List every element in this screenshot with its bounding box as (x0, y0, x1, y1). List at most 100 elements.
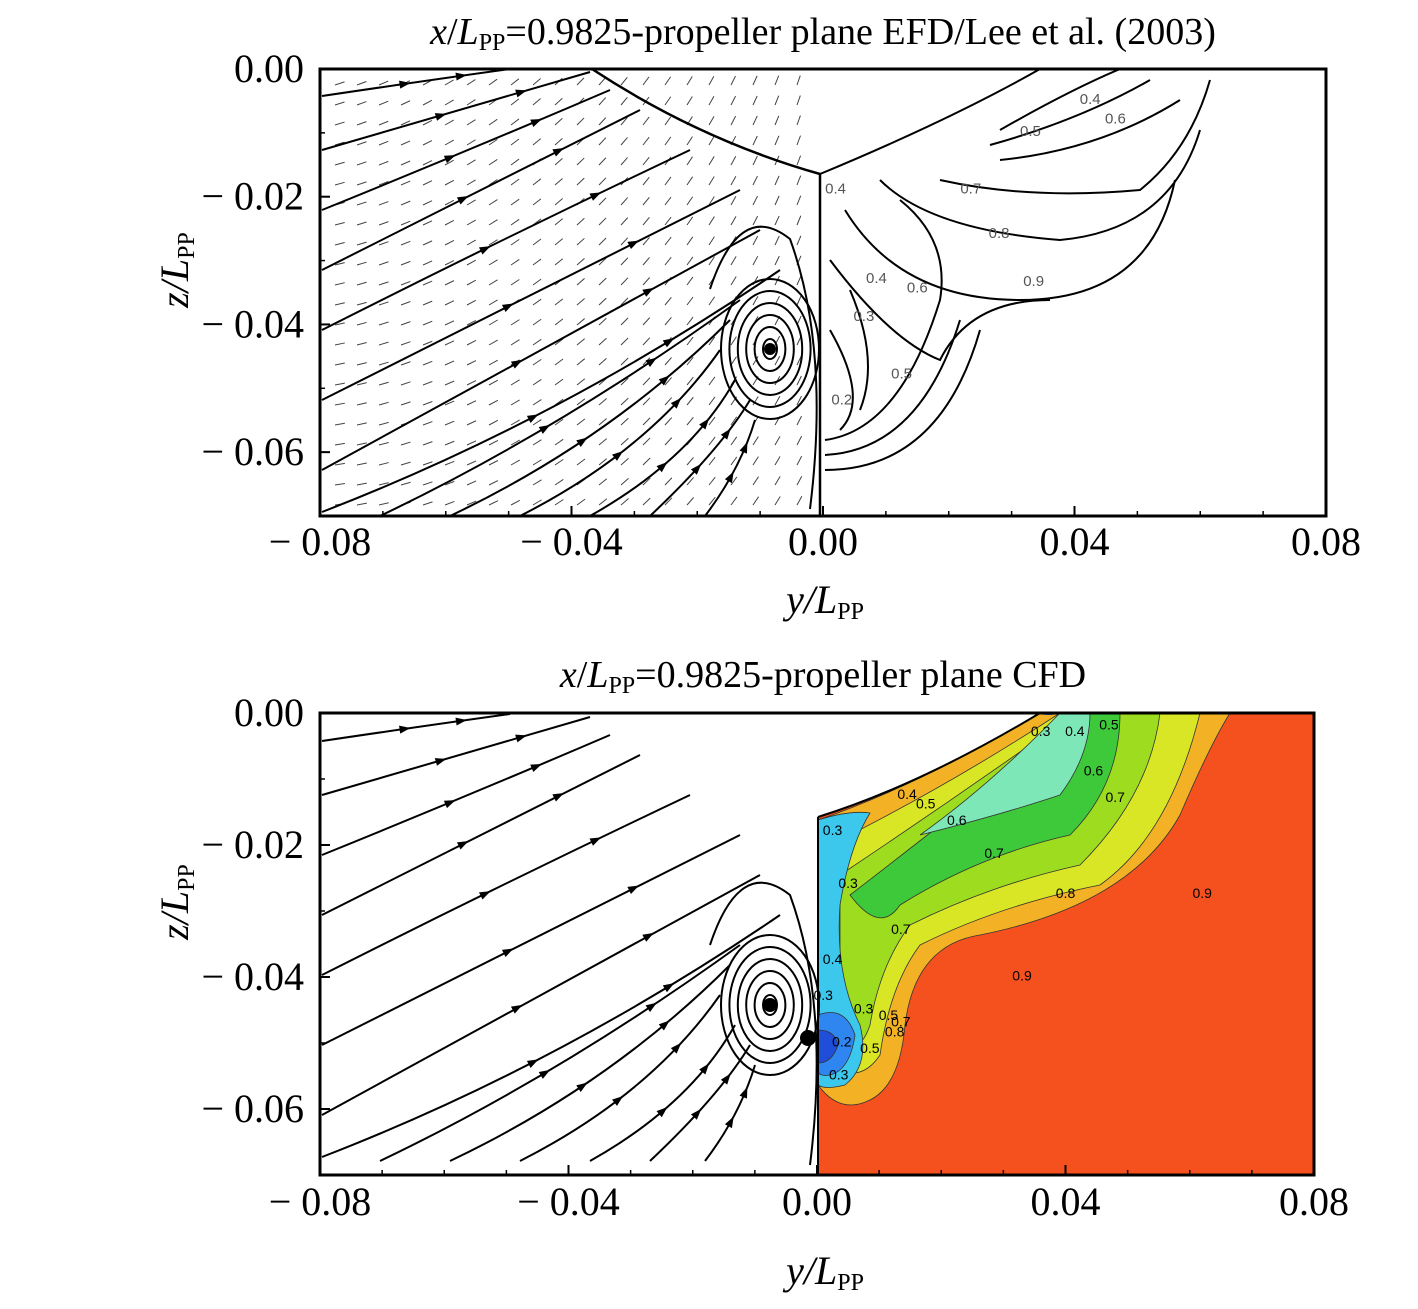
efd-velocity-vector (708, 416, 716, 426)
efd-velocity-vector (620, 437, 629, 446)
efd-velocity-vector (510, 279, 520, 286)
efd-velocity-vector (576, 157, 585, 166)
efd-velocity-vector (620, 357, 629, 366)
efd-velocity-vector (554, 258, 564, 266)
efd-velocity-vector (334, 302, 345, 306)
efd-velocity-vector (642, 196, 650, 206)
efd-velocity-vector (730, 436, 738, 446)
efd-velocity-vector (598, 478, 608, 486)
efd-velocity-vector (664, 236, 672, 246)
efd-velocity-vector (466, 480, 477, 486)
efd-velocity-vector (466, 340, 477, 346)
efd-velocity-vector (642, 297, 651, 306)
efd-velocity-vector (576, 298, 585, 306)
efd-y-tick-label: − 0.04 (201, 301, 304, 346)
cfd-streamline (449, 964, 731, 1162)
efd-velocity-vector (400, 160, 411, 166)
efd-velocity-vector (378, 261, 389, 266)
efd-velocity-vector (752, 155, 758, 166)
efd-velocity-vector (620, 377, 629, 386)
efd-velocity-vector (664, 477, 673, 486)
efd-velocity-vector (708, 496, 716, 506)
efd-velocity-vector (620, 76, 628, 86)
efd-velocity-vector (422, 401, 433, 406)
efd-velocity-vector (356, 462, 367, 466)
efd-velocity-vector (400, 180, 411, 186)
efd-velocity-vector (356, 442, 367, 446)
efd-axis-ticks: − 0.08 − 0.04 0.00 0.04 0.08 0.00 − 0.02 − 0.04… (201, 46, 1361, 564)
efd-velocity-vector (400, 301, 411, 306)
efd-velocity-vector (598, 257, 607, 266)
cfd-streamline-arrow (552, 793, 565, 802)
efd-velocity-vector (576, 378, 586, 386)
efd-velocity-vector (554, 358, 564, 366)
efd-velocity-vector (554, 238, 564, 246)
efd-velocity-vector (730, 276, 737, 286)
efd-velocity-vector (686, 457, 694, 466)
cfd-streamline (321, 794, 691, 976)
efd-velocity-vector (796, 115, 801, 126)
efd-velocity-vector (334, 402, 345, 406)
efd-velocity-vector (576, 498, 586, 506)
efd-velocity-vector (664, 96, 672, 106)
cfd-vortex-streamline (709, 881, 818, 1166)
efd-velocity-vector (400, 220, 411, 226)
efd-velocity-vector (466, 440, 477, 446)
efd-velocity-vector (510, 78, 520, 86)
efd-streamline-arrow (658, 375, 670, 386)
efd-velocity-vector (752, 95, 758, 106)
efd-streamline (321, 89, 611, 211)
efd-vortex-core (764, 343, 776, 355)
efd-hull-outline-right (819, 69, 1041, 175)
efd-velocity-vector (400, 401, 411, 406)
efd-velocity-vector (400, 140, 411, 146)
efd-velocity-vector (532, 78, 541, 86)
efd-velocity-vector (752, 255, 759, 266)
cfd-contour-label: 0.3 (1031, 723, 1051, 739)
efd-streamline-arrow (526, 414, 539, 423)
efd-velocity-vector (466, 159, 476, 166)
efd-velocity-vector (620, 157, 628, 166)
efd-velocity-vector (620, 457, 629, 466)
efd-contour-label: 0.8 (989, 225, 1010, 242)
efd-velocity-vector (488, 419, 499, 426)
efd-velocity-vector (730, 476, 738, 486)
cfd-contour-label: 0.3 (829, 1066, 849, 1082)
efd-contour-line (989, 79, 1151, 146)
efd-velocity-vector (752, 135, 758, 146)
efd-velocity-vector (598, 77, 607, 86)
efd-velocity-vector (796, 415, 802, 426)
efd-velocity-vector (444, 380, 455, 386)
efd-velocity-vector (620, 137, 628, 146)
cfd-contour-label: 0.3 (813, 987, 833, 1003)
efd-y-tick-label: − 0.02 (201, 174, 304, 219)
efd-velocity-vector (774, 195, 780, 206)
efd-velocity-vector (598, 438, 608, 446)
efd-velocity-vector (576, 77, 585, 86)
efd-velocity-vector (642, 277, 650, 286)
efd-velocity-vector (796, 375, 802, 386)
efd-chart-title: x/LPP=0.9825-propeller plane EFD/Lee et … (430, 11, 1216, 56)
efd-velocity-vector (356, 301, 367, 306)
efd-velocity-vector (774, 135, 780, 146)
efd-velocity-vector (356, 422, 367, 426)
efd-contour-label: 0.3 (853, 308, 874, 325)
efd-velocity-vector (686, 136, 693, 146)
efd-velocity-vector (642, 477, 651, 486)
cfd-x-tick-label: 0.04 (1031, 1179, 1101, 1224)
efd-vortex-ring (762, 338, 778, 360)
efd-streamline (321, 149, 691, 331)
efd-velocity-vector (620, 417, 629, 426)
efd-velocity-vector (664, 497, 673, 506)
cfd-streamline-arrow (456, 841, 469, 850)
cfd-contour-label: 0.7 (891, 921, 911, 937)
efd-velocity-vector (686, 477, 694, 486)
efd-velocity-vector (488, 339, 498, 346)
efd-vortex-ring (753, 326, 787, 372)
efd-velocity-vector (422, 300, 433, 306)
efd-velocity-vector (686, 336, 694, 346)
efd-velocity-vector (532, 499, 542, 506)
efd-contour-label: 0.5 (891, 366, 912, 383)
efd-velocity-vector (576, 458, 586, 466)
efd-velocity-vector (378, 100, 389, 106)
